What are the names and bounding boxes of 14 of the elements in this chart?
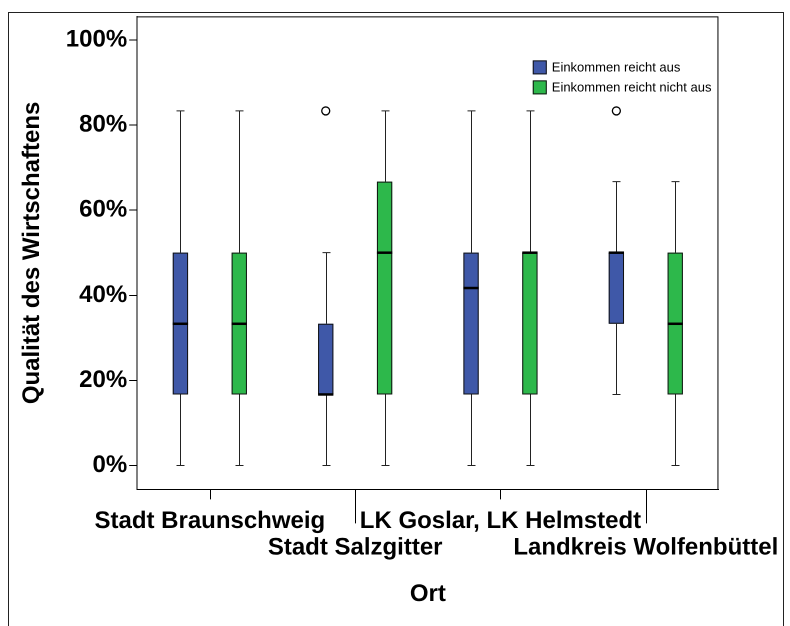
y-tick-label: 20% [79, 366, 128, 394]
y-tick-label: 0% [92, 451, 128, 478]
legend-label: Einkommen reicht nicht aus [552, 79, 712, 94]
x-tick-label: Landkreis Wolfenbüttel [513, 534, 778, 561]
x-tick-label: Stadt Salzgitter [268, 534, 443, 561]
y-tick-label: 60% [79, 196, 128, 223]
y-tick-label: 40% [79, 280, 128, 308]
y-axis-title: Qualität des Wirtschaftens [18, 102, 46, 404]
x-tick-label: LK Goslar, LK Helmstedt [360, 507, 642, 534]
x-axis-title: Ort [410, 580, 446, 608]
y-tick-label: 100% [66, 25, 128, 52]
x-tick-label: Stadt Braunschweig [94, 507, 326, 534]
legend-label: Einkommen reicht aus [552, 59, 681, 74]
y-tick-label: 80% [79, 110, 128, 138]
